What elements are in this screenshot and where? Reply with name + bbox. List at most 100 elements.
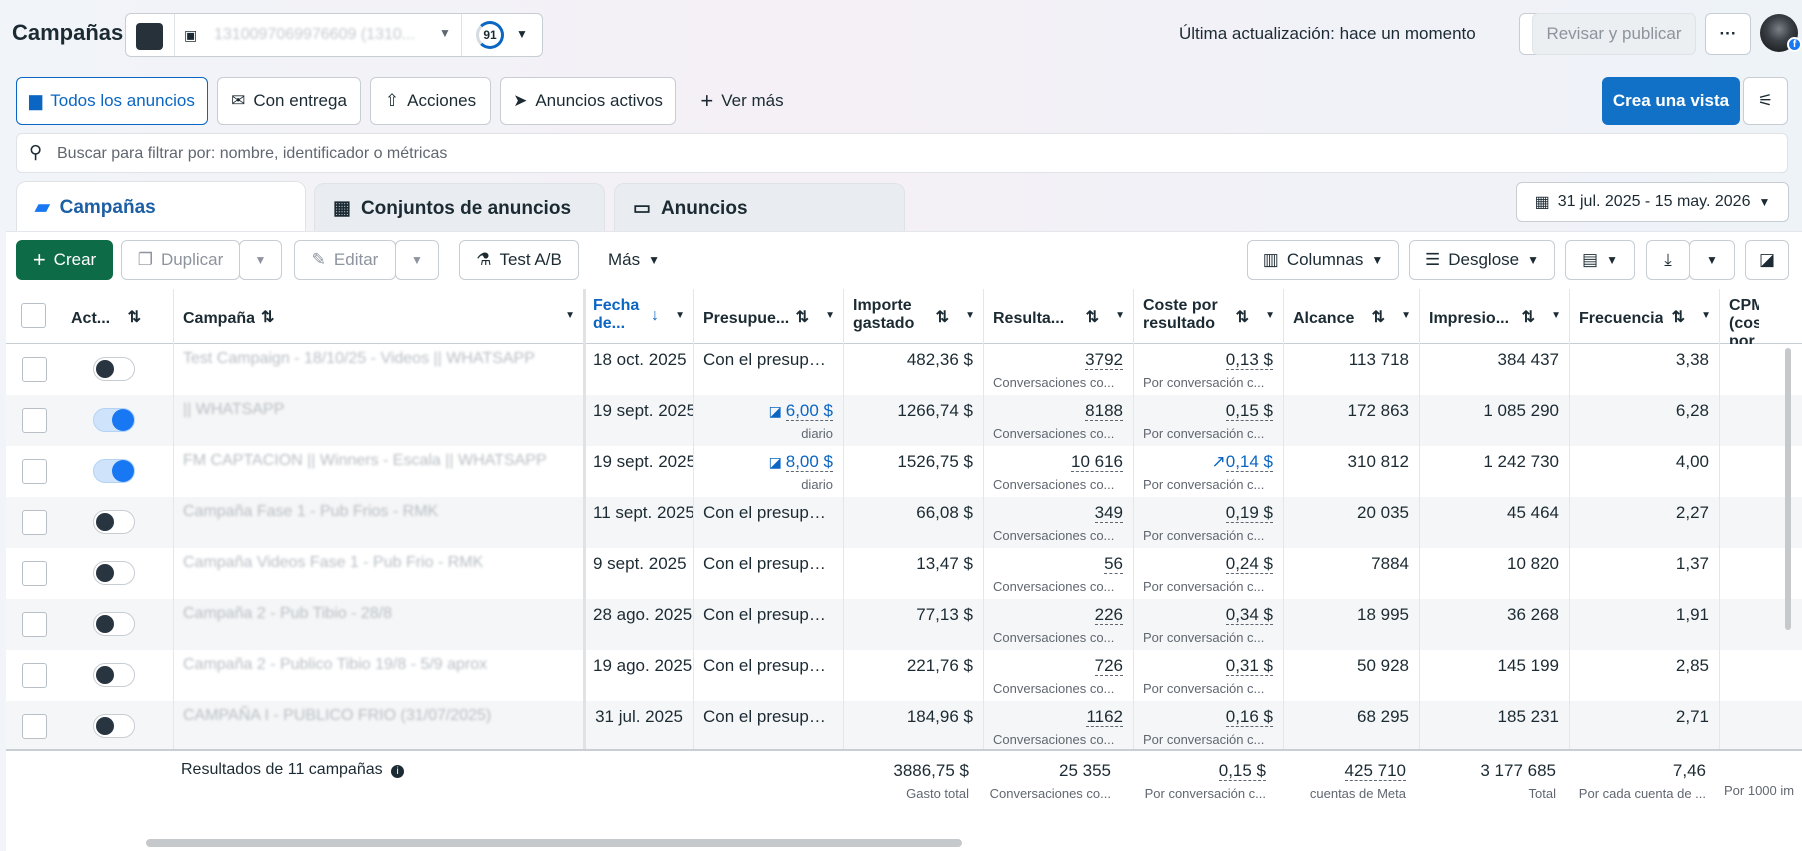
more-options-button[interactable]: ···: [1705, 13, 1751, 55]
review-publish-button[interactable]: Revisar y publicar: [1532, 13, 1696, 55]
column-header-spent[interactable]: Importe gastado ⇅ ▼: [843, 289, 983, 344]
row-checkbox[interactable]: [22, 357, 47, 382]
results[interactable]: 726 Conversaciones co...: [993, 656, 1123, 696]
more-button[interactable]: Más ▼: [595, 240, 673, 280]
breakdown-button[interactable]: ☰ Desglose ▼: [1409, 240, 1555, 280]
cost-per-result[interactable]: ↗0,14 $ Por conversación c...: [1143, 452, 1273, 492]
row-checkbox[interactable]: [22, 408, 47, 433]
table-row[interactable]: FM CAPTACION || Winners - Escala || WHAT…: [6, 446, 1802, 497]
campaign-toggle[interactable]: [93, 714, 135, 738]
column-header-impressions[interactable]: Impresio... ⇅ ▼: [1419, 289, 1569, 344]
results[interactable]: 56 Conversaciones co...: [993, 554, 1123, 594]
row-checkbox[interactable]: [22, 663, 47, 688]
edit-dropdown[interactable]: ▼: [395, 240, 439, 280]
export-button[interactable]: ⤓: [1646, 240, 1690, 280]
columns-button[interactable]: ▥ Columnas ▼: [1247, 240, 1399, 280]
edit-button[interactable]: ✎ Editar: [294, 240, 396, 280]
campaign-name[interactable]: Campaña Videos Fase 1 - Pub Frio - RMK: [183, 554, 484, 571]
results[interactable]: 3792 Conversaciones co...: [993, 350, 1123, 390]
budget[interactable]: ◪ 8,00 $ diario: [768, 452, 833, 492]
campaign-name[interactable]: Campaña 2 - Publico Tibio 19/8 - 5/9 apr…: [183, 656, 488, 673]
cost-per-result[interactable]: 0,34 $ Por conversación c...: [1143, 605, 1273, 645]
results[interactable]: 1162 Conversaciones co...: [993, 707, 1123, 747]
chevron-down-icon[interactable]: ▼: [516, 27, 528, 41]
column-header-reach[interactable]: Alcance ⇅ ▼: [1283, 289, 1419, 344]
campaign-name[interactable]: Campaña Fase 1 - Pub Frios - RMK: [183, 503, 439, 520]
sort-icon[interactable]: ⇅: [795, 309, 809, 326]
column-header-active[interactable]: Act... ⇅: [61, 289, 173, 344]
opportunity-score[interactable]: 91: [476, 21, 504, 49]
campaign-toggle[interactable]: [93, 510, 135, 534]
campaign-toggle[interactable]: [93, 561, 135, 585]
filter-with-delivery[interactable]: ✉ Con entrega: [217, 77, 361, 125]
results[interactable]: 8188 Conversaciones co...: [993, 401, 1123, 441]
sort-icon[interactable]: ⇅: [127, 309, 141, 326]
column-header-cost[interactable]: Coste por resultado ⇅ ▼: [1133, 289, 1283, 344]
row-checkbox[interactable]: [22, 510, 47, 535]
see-more-button[interactable]: + Ver más: [686, 77, 798, 125]
chevron-down-icon[interactable]: ▼: [825, 310, 835, 321]
sort-icon[interactable]: ⇅: [1371, 309, 1385, 326]
chevron-down-icon[interactable]: ▼: [1551, 310, 1561, 321]
cost-per-result[interactable]: 0,16 $ Por conversación c...: [1143, 707, 1273, 747]
campaign-toggle[interactable]: [93, 612, 135, 636]
chevron-down-icon[interactable]: ▼: [565, 310, 575, 321]
duplicate-button[interactable]: ❐ Duplicar: [121, 240, 240, 280]
campaign-name[interactable]: Test Campaign - 18/10/25 - Videos || WHA…: [183, 350, 535, 367]
campaign-toggle[interactable]: [93, 459, 135, 483]
cost-per-result[interactable]: 0,24 $ Por conversación c...: [1143, 554, 1273, 594]
filter-settings-button[interactable]: ⚟: [1743, 77, 1788, 125]
campaign-toggle[interactable]: [93, 357, 135, 381]
row-checkbox[interactable]: [22, 561, 47, 586]
table-row[interactable]: CAMPAÑA I - PUBLICO FRIO (31/07/2025) 31 …: [6, 701, 1802, 752]
sort-icon[interactable]: ⇅: [935, 309, 949, 326]
campaign-name[interactable]: Campaña 2 - Pub Tibio - 28/8: [183, 605, 393, 622]
column-header-date[interactable]: Fecha de... ↓ ▼: [583, 289, 693, 344]
column-header-results[interactable]: Resulta... ⇅ ▼: [983, 289, 1133, 344]
chevron-down-icon[interactable]: ▼: [1265, 310, 1275, 321]
table-row[interactable]: Campaña Videos Fase 1 - Pub Frio - RMK 9 …: [6, 548, 1802, 599]
row-checkbox[interactable]: [22, 612, 47, 637]
sort-icon[interactable]: ⇅: [1235, 309, 1249, 326]
select-all-checkbox[interactable]: [21, 303, 46, 328]
column-header-campaign[interactable]: Campaña ⇅ ▼: [173, 289, 583, 344]
info-icon[interactable]: i: [391, 765, 405, 778]
reports-button[interactable]: ▤ ▼: [1565, 240, 1635, 280]
tab-ads[interactable]: ▭ Anuncios: [614, 183, 905, 233]
horizontal-scrollbar[interactable]: [146, 839, 962, 847]
chevron-down-icon[interactable]: ▼: [1701, 310, 1711, 321]
sort-icon[interactable]: ↓: [651, 307, 659, 324]
chevron-down-icon[interactable]: ▼: [675, 310, 685, 321]
campaign-name[interactable]: || WHATSAPP: [183, 401, 285, 418]
search-bar[interactable]: ⚲: [16, 133, 1788, 173]
ab-test-button[interactable]: ⚗ Test A/B: [459, 240, 579, 280]
vertical-scrollbar[interactable]: [1785, 348, 1791, 630]
duplicate-dropdown[interactable]: ▼: [239, 240, 282, 280]
sort-icon[interactable]: ⇅: [1085, 309, 1099, 326]
table-row[interactable]: || WHATSAPP 19 sept. 2025 ◪ 6,00 $ diario 12…: [6, 395, 1802, 446]
chevron-down-icon[interactable]: ▼: [1401, 310, 1411, 321]
date-range-picker[interactable]: ▦ 31 jul. 2025 - 15 may. 2026 ▼: [1516, 182, 1789, 222]
filter-all-ads[interactable]: ▆ Todos los anuncios: [16, 77, 208, 125]
cost-per-result[interactable]: 0,13 $ Por conversación c...: [1143, 350, 1273, 390]
row-checkbox[interactable]: [22, 714, 47, 739]
column-header-budget[interactable]: Presupue... ⇅ ▼: [693, 289, 843, 344]
chevron-down-icon[interactable]: ▼: [965, 310, 975, 321]
table-row[interactable]: Campaña 2 - Pub Tibio - 28/8 28 ago. 2025…: [6, 599, 1802, 650]
filter-active-ads[interactable]: ➤ Anuncios activos: [500, 77, 676, 125]
campaign-toggle[interactable]: [93, 663, 135, 687]
column-header-check[interactable]: [6, 289, 61, 344]
account-selector[interactable]: ▣ 1310097069976609 (1310... ▼ 91 ▼: [125, 13, 543, 57]
column-header-frequency[interactable]: Frecuencia ⇅ ▼: [1569, 289, 1719, 344]
create-view-button[interactable]: Crea una vista: [1602, 77, 1740, 125]
search-input[interactable]: [57, 140, 1757, 168]
table-row[interactable]: Campaña Fase 1 - Pub Frios - RMK 11 sept.…: [6, 497, 1802, 548]
budget[interactable]: ◪ 6,00 $ diario: [768, 401, 833, 441]
tab-campaigns[interactable]: ▰ Campañas: [16, 181, 306, 233]
campaign-toggle[interactable]: [93, 408, 135, 432]
charts-button[interactable]: ◪: [1745, 240, 1789, 280]
export-dropdown[interactable]: ▼: [1689, 240, 1735, 280]
table-row[interactable]: Test Campaign - 18/10/25 - Videos || WHA…: [6, 344, 1802, 395]
results[interactable]: 349 Conversaciones co...: [993, 503, 1123, 543]
results[interactable]: 226 Conversaciones co...: [993, 605, 1123, 645]
